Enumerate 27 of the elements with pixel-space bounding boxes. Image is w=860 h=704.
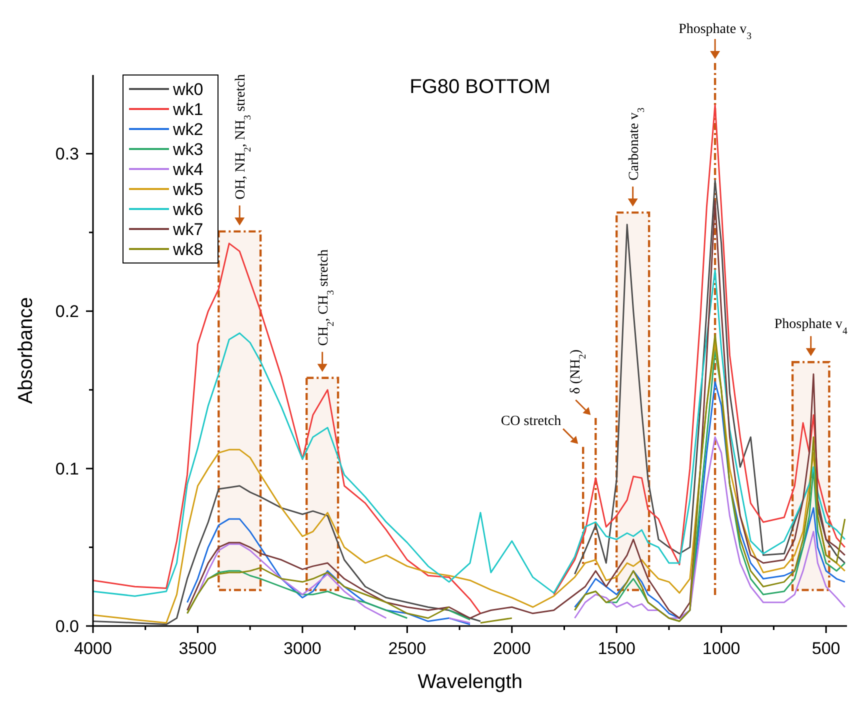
ref-line-label: Phosphate v$_{3}$ xyxy=(678,22,752,42)
y-tick-label: 0.1 xyxy=(55,460,79,479)
x-tick-label: 4000 xyxy=(74,639,112,658)
chart-title: FG80 BOTTOM xyxy=(410,76,550,98)
ref-line-label: CO stretch xyxy=(500,414,562,429)
x-tick-label: 2000 xyxy=(492,639,531,658)
x-tick-label: 3000 xyxy=(284,639,322,658)
x-axis-title: Wavelength xyxy=(418,671,522,693)
x-tick-label: 1500 xyxy=(598,639,636,658)
legend-label: wk4 xyxy=(172,160,204,179)
x-tick-label: 2500 xyxy=(388,639,426,658)
band-label: Phosphate v$_{4}$ xyxy=(774,317,848,337)
x-tick-label: 1000 xyxy=(702,639,740,658)
legend-label: wk3 xyxy=(172,140,204,159)
y-tick-label: 0.3 xyxy=(55,144,79,164)
legend-label: wk8 xyxy=(172,240,204,259)
y-axis-title: Absorbance xyxy=(15,297,37,404)
legend-label: wk5 xyxy=(172,180,204,199)
legend-label: wk1 xyxy=(172,100,204,119)
legend-label: wk0 xyxy=(172,80,204,99)
y-tick-label: 0.2 xyxy=(55,302,79,322)
x-tick-label: 500 xyxy=(812,639,840,658)
legend-label: wk6 xyxy=(172,200,204,219)
legend-label: wk7 xyxy=(172,220,204,239)
x-tick-label: 3500 xyxy=(178,639,217,658)
y-tick-label: 0.0 xyxy=(55,617,79,636)
legend-label: wk2 xyxy=(172,120,204,139)
